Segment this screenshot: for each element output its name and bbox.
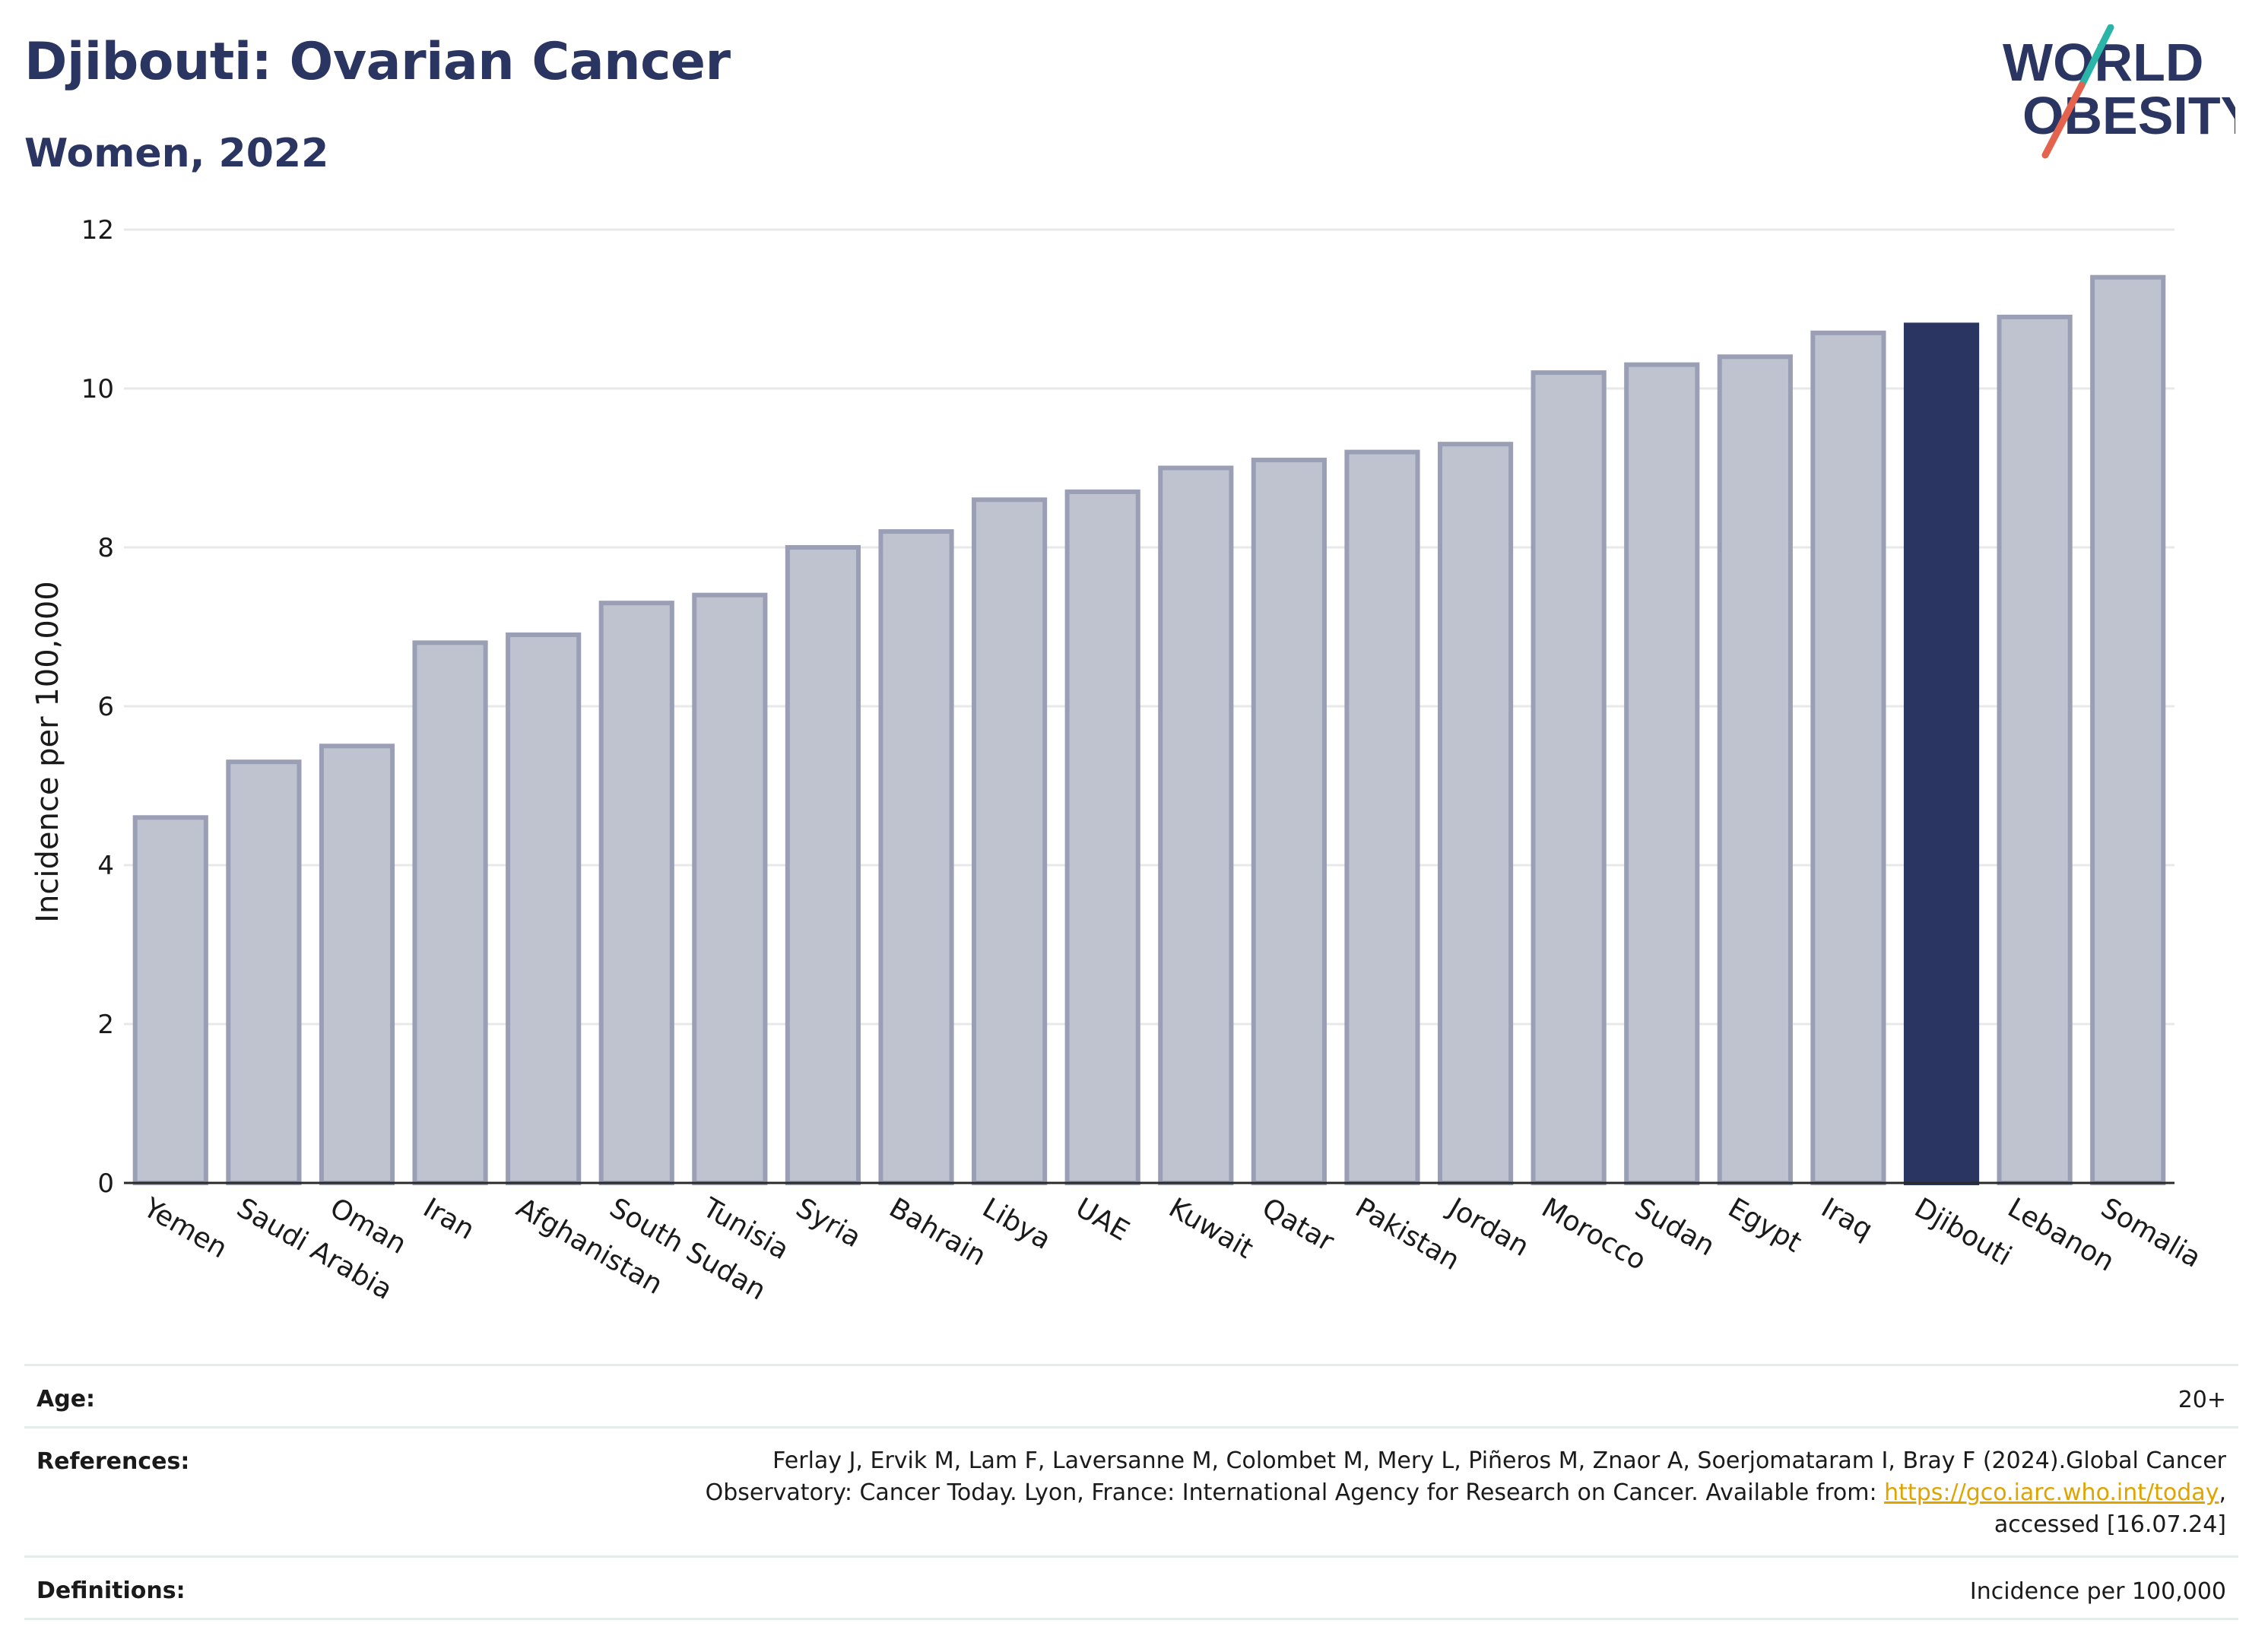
- page-subtitle: Women, 2022: [24, 131, 329, 176]
- bars: [132, 274, 2166, 1186]
- definitions-value: Incidence per 100,000: [1969, 1578, 2226, 1605]
- world-obesity-logo: WORLD OBESITY: [2003, 24, 2235, 159]
- references-line2-text: Observatory: Cancer Today. Lyon, France:…: [705, 1479, 1885, 1506]
- x-tick-label: Morocco: [1537, 1192, 1651, 1276]
- age-row: Age: 20+: [24, 1364, 2238, 1428]
- x-tick-label: Lebanon: [2003, 1192, 2120, 1278]
- y-tick-label: 8: [97, 533, 114, 563]
- x-tick-label: Egypt: [1723, 1192, 1806, 1258]
- references-link[interactable]: https://gco.iarc.who.int/today: [1884, 1479, 2219, 1506]
- page-title: Djibouti: Ovarian Cancer: [24, 32, 731, 92]
- bar-morocco[interactable]: [1531, 370, 1607, 1186]
- y-tick-label: 12: [81, 215, 114, 246]
- bottom-rule: [24, 1618, 2238, 1620]
- x-tick-label: Qatar: [1257, 1192, 1339, 1257]
- bar-jordan[interactable]: [1437, 442, 1514, 1185]
- bar-somalia[interactable]: [2090, 274, 2166, 1186]
- references-line2-comma: ,: [2219, 1479, 2226, 1506]
- y-tick-labels: 0 2 4 6 8 10 12: [81, 215, 114, 1199]
- bar-afghanistan[interactable]: [506, 632, 582, 1185]
- bar-qatar[interactable]: [1251, 458, 1327, 1185]
- bar-egypt[interactable]: [1717, 354, 1793, 1186]
- y-axis-label: Incidence per 100,000: [30, 581, 65, 923]
- x-tick-label: Bahrain: [884, 1192, 991, 1272]
- references-label: References:: [36, 1448, 190, 1475]
- references-line2: Observatory: Cancer Today. Lyon, France:…: [706, 1477, 2226, 1509]
- y-tick-label: 0: [97, 1168, 114, 1199]
- bar-tunisia[interactable]: [692, 592, 768, 1185]
- x-tick-label: Yemen: [138, 1192, 233, 1265]
- age-value: 20+: [2178, 1387, 2226, 1413]
- references-line3: accessed [16.07.24]: [1994, 1511, 2226, 1538]
- y-tick-label: 4: [97, 851, 114, 881]
- x-tick-label: Iraq: [1816, 1192, 1877, 1246]
- bar-uae[interactable]: [1064, 489, 1140, 1185]
- bar-bahrain[interactable]: [878, 529, 954, 1185]
- logo-slash-top: [2078, 24, 2114, 89]
- info-table: Age: 20+ References: Ferlay J, Ervik M, …: [24, 1364, 2238, 1622]
- bar-sudan[interactable]: [1624, 362, 1700, 1185]
- references-row: References: Ferlay J, Ervik M, Lam F, La…: [24, 1426, 2238, 1558]
- y-tick-label: 6: [97, 692, 114, 722]
- bar-kuwait[interactable]: [1158, 465, 1234, 1185]
- bar-libya[interactable]: [972, 497, 1048, 1185]
- bar-lebanon[interactable]: [1997, 314, 2073, 1186]
- x-tick-label: Syria: [791, 1192, 866, 1254]
- y-tick-label: 2: [97, 1010, 114, 1040]
- x-tick-label: Saudi Arabia: [231, 1192, 397, 1306]
- y-tick-label: 10: [81, 374, 114, 404]
- bar-yemen[interactable]: [132, 815, 208, 1186]
- x-tick-label: Djibouti: [1909, 1192, 2016, 1272]
- x-tick-label: Kuwait: [1163, 1192, 1258, 1265]
- bar-south-sudan[interactable]: [598, 601, 674, 1185]
- bar-iraq[interactable]: [1810, 330, 1886, 1186]
- age-label: Age:: [36, 1386, 96, 1413]
- bar-syria[interactable]: [785, 545, 861, 1185]
- bar-djibouti[interactable]: [1903, 322, 1980, 1185]
- x-tick-label: Iran: [418, 1192, 480, 1246]
- x-tick-label: UAE: [1071, 1192, 1134, 1247]
- logo-slash-bottom: [2041, 81, 2086, 159]
- x-tick-label: Pakistan: [1350, 1192, 1464, 1276]
- bar-pakistan[interactable]: [1344, 449, 1420, 1185]
- bar-oman[interactable]: [319, 744, 395, 1185]
- definitions-label: Definitions:: [36, 1577, 186, 1604]
- bar-iran[interactable]: [412, 640, 488, 1185]
- references-value: Ferlay J, Ervik M, Lam F, Laversanne M, …: [706, 1445, 2226, 1541]
- references-line1: Ferlay J, Ervik M, Lam F, Laversanne M, …: [772, 1447, 2226, 1474]
- x-tick-label: South Sudan: [604, 1192, 771, 1306]
- bar-saudi-arabia[interactable]: [226, 759, 302, 1185]
- definitions-row: Definitions: Incidence per 100,000: [24, 1555, 2238, 1620]
